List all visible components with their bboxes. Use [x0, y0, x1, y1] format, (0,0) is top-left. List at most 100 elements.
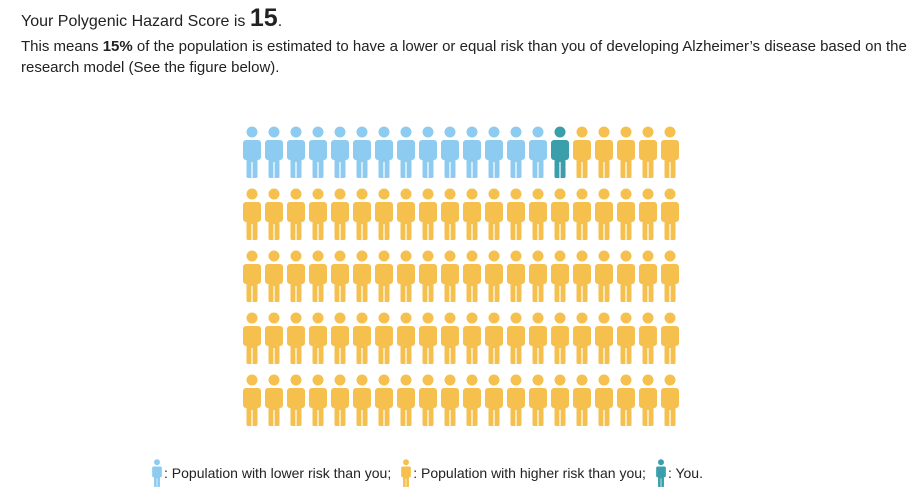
person-lower-icon: [507, 126, 525, 178]
person-higher-icon: [639, 188, 657, 240]
person-higher-icon: [529, 188, 547, 240]
person-higher-icon: [595, 250, 613, 302]
person-you-icon: [656, 459, 666, 487]
person-higher-icon: [507, 374, 525, 426]
score-value: 15: [249, 4, 278, 32]
person-higher-icon: [551, 312, 569, 364]
person-lower-icon: [353, 126, 371, 178]
person-higher-icon: [595, 312, 613, 364]
person-lower-icon: [287, 126, 305, 178]
person-higher-icon: [661, 312, 679, 364]
person-higher-icon: [243, 312, 261, 364]
score-description: This means 15% of the population is esti…: [21, 36, 916, 78]
person-higher-icon: [661, 126, 679, 178]
person-higher-icon: [265, 188, 283, 240]
person-higher-icon: [375, 374, 393, 426]
person-higher-icon: [507, 312, 525, 364]
person-higher-icon: [485, 250, 503, 302]
person-higher-icon: [463, 312, 481, 364]
person-higher-icon: [485, 374, 503, 426]
person-higher-icon: [265, 374, 283, 426]
person-lower-icon: [331, 126, 349, 178]
person-higher-icon: [353, 312, 371, 364]
person-higher-icon: [419, 374, 437, 426]
person-higher-icon: [661, 374, 679, 426]
person-higher-icon: [595, 126, 613, 178]
legend-higher: : Population with higher risk than you;: [401, 459, 646, 487]
person-higher-icon: [265, 312, 283, 364]
person-higher-icon: [287, 250, 305, 302]
person-higher-icon: [551, 250, 569, 302]
person-higher-icon: [331, 374, 349, 426]
score-prefix: Your Polygenic Hazard Score is: [21, 13, 246, 30]
person-higher-icon: [309, 250, 327, 302]
person-higher-icon: [551, 374, 569, 426]
person-higher-icon: [375, 250, 393, 302]
person-higher-icon: [309, 312, 327, 364]
legend-lower-label: : Population with lower risk than you;: [164, 465, 392, 481]
person-higher-icon: [639, 374, 657, 426]
person-higher-icon: [595, 188, 613, 240]
person-lower-icon: [152, 459, 162, 487]
person-higher-icon: [441, 250, 459, 302]
person-higher-icon: [485, 312, 503, 364]
person-lower-icon: [529, 126, 547, 178]
person-higher-icon: [287, 312, 305, 364]
person-lower-icon: [309, 126, 327, 178]
person-higher-icon: [419, 188, 437, 240]
person-higher-icon: [463, 188, 481, 240]
person-lower-icon: [397, 126, 415, 178]
person-higher-icon: [419, 312, 437, 364]
person-higher-icon: [573, 188, 591, 240]
figure-legend: : Population with lower risk than you; :…: [152, 458, 703, 488]
person-higher-icon: [529, 374, 547, 426]
person-higher-icon: [573, 312, 591, 364]
person-higher-icon: [551, 188, 569, 240]
person-higher-icon: [287, 188, 305, 240]
person-higher-icon: [639, 250, 657, 302]
person-higher-icon: [353, 374, 371, 426]
person-higher-icon: [397, 250, 415, 302]
person-higher-icon: [639, 312, 657, 364]
person-lower-icon: [265, 126, 283, 178]
person-higher-icon: [331, 312, 349, 364]
person-higher-icon: [617, 250, 635, 302]
person-lower-icon: [243, 126, 261, 178]
person-higher-icon: [375, 188, 393, 240]
person-higher-icon: [573, 126, 591, 178]
person-higher-icon: [243, 250, 261, 302]
person-higher-icon: [309, 188, 327, 240]
person-higher-icon: [375, 312, 393, 364]
description-after: of the population is estimated to have a…: [21, 38, 907, 76]
person-higher-icon: [463, 374, 481, 426]
person-higher-icon: [617, 126, 635, 178]
description-before: This means: [21, 38, 99, 55]
description-percent: 15%: [102, 38, 133, 55]
person-higher-icon: [331, 250, 349, 302]
person-higher-icon: [529, 312, 547, 364]
person-higher-icon: [287, 374, 305, 426]
person-higher-icon: [617, 188, 635, 240]
person-you-icon: [551, 126, 569, 178]
person-lower-icon: [419, 126, 437, 178]
person-higher-icon: [507, 188, 525, 240]
person-higher-icon: [353, 250, 371, 302]
person-higher-icon: [617, 312, 635, 364]
person-higher-icon: [573, 250, 591, 302]
person-higher-icon: [243, 188, 261, 240]
population-figure: [243, 126, 683, 426]
person-higher-icon: [397, 188, 415, 240]
person-higher-icon: [243, 374, 261, 426]
legend-you-label: : You.: [667, 465, 703, 481]
person-higher-icon: [441, 312, 459, 364]
person-lower-icon: [463, 126, 481, 178]
person-higher-icon: [617, 374, 635, 426]
person-higher-icon: [573, 374, 591, 426]
person-higher-icon: [397, 374, 415, 426]
person-higher-icon: [595, 374, 613, 426]
person-higher-icon: [419, 250, 437, 302]
person-higher-icon: [661, 250, 679, 302]
person-lower-icon: [441, 126, 459, 178]
legend-lower: : Population with lower risk than you;: [152, 459, 391, 487]
person-higher-icon: [397, 312, 415, 364]
